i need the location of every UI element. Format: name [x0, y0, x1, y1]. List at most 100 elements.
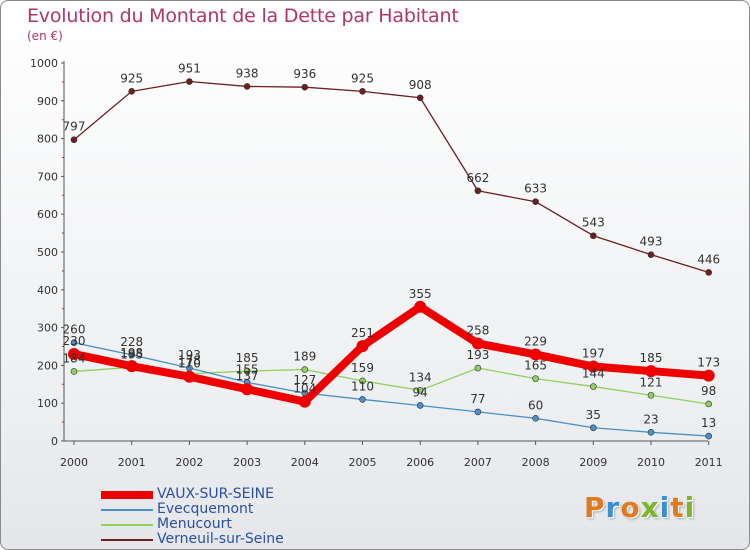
legend-swatch: [101, 523, 153, 526]
x-tick-label: 2003: [233, 456, 261, 469]
legend-item-evecquemont: Evecquemont: [101, 502, 253, 517]
data-point-menucourt: [474, 364, 482, 372]
data-point-verneuil-sur-seine: [647, 251, 655, 258]
legend-item-vaux-sur-seine: VAUX-SUR-SEINE: [101, 487, 274, 502]
data-label-evecquemont: 94: [413, 385, 428, 399]
data-point-verneuil-sur-seine: [128, 88, 135, 95]
data-label-menucourt: 189: [293, 350, 316, 364]
legend-label: Menucourt: [157, 516, 232, 532]
series-evecquemont: [70, 339, 713, 440]
data-point-menucourt: [589, 383, 597, 390]
data-label-evecquemont: 60: [528, 398, 543, 412]
data-label-vaux-sur-seine: 104: [293, 382, 316, 396]
data-point-evecquemont: [705, 432, 713, 440]
x-tick-label: 2008: [522, 456, 550, 469]
x-tick-label: 2006: [406, 456, 434, 469]
data-label-verneuil-sur-seine: 633: [524, 182, 547, 196]
legend-swatch: [101, 538, 153, 541]
data-label-menucourt: 144: [582, 367, 605, 381]
data-label-verneuil-sur-seine: 925: [120, 71, 143, 85]
x-tick-label: 2001: [118, 456, 146, 469]
data-label-evecquemont: 23: [643, 412, 658, 426]
data-label-vaux-sur-seine: 258: [466, 323, 489, 337]
y-tick-label: 300: [37, 322, 58, 335]
data-label-vaux-sur-seine: 230: [63, 334, 86, 348]
legend-swatch: [101, 490, 153, 499]
x-tick-label: 2004: [291, 456, 319, 469]
data-point-menucourt: [705, 400, 713, 408]
x-tick-label: 2007: [464, 456, 492, 469]
data-label-verneuil-sur-seine: 446: [697, 252, 720, 266]
data-label-verneuil-sur-seine: 493: [640, 235, 663, 249]
data-point-verneuil-sur-seine: [359, 88, 366, 95]
data-label-verneuil-sur-seine: 925: [351, 71, 374, 85]
data-point-verneuil-sur-seine: [70, 136, 78, 144]
data-point-verneuil-sur-seine: [532, 198, 539, 206]
chart-axes: 0 100 200 300 400 500 600 700 800 900 1000 2000 2001…: [30, 57, 723, 469]
data-point-menucourt: [70, 368, 78, 375]
data-label-verneuil-sur-seine: 951: [178, 62, 201, 76]
x-tick-label: 2005: [349, 456, 377, 469]
data-label-vaux-sur-seine: 185: [640, 351, 663, 365]
data-label-evecquemont: 155: [236, 362, 259, 376]
data-point-menucourt: [359, 377, 366, 385]
chart-title: Evolution du Montant de la Dette par Hab…: [27, 5, 459, 27]
data-point-menucourt: [301, 366, 309, 373]
data-point-vaux-sur-seine: [356, 340, 369, 353]
y-tick-label: 100: [37, 397, 58, 410]
data-label-evecquemont: 193: [178, 348, 201, 362]
data-label-verneuil-sur-seine: 662: [466, 171, 489, 185]
data-label-menucourt: 134: [409, 370, 432, 384]
data-label-vaux-sur-seine: 198: [120, 346, 143, 360]
x-tick-label: 2011: [695, 456, 723, 469]
series-line-vaux-sur-seine: [73, 302, 710, 406]
data-label-evecquemont: 77: [470, 392, 485, 406]
data-point-verneuil-sur-seine: [589, 232, 597, 240]
data-label-menucourt: 193: [466, 348, 489, 362]
data-point-vaux-sur-seine: [125, 360, 138, 373]
data-point-vaux-sur-seine: [414, 300, 427, 313]
legend-item-menucourt: Menucourt: [101, 517, 232, 532]
proxiti-logo: Proxiti: [584, 491, 696, 524]
data-point-vaux-sur-seine: [702, 369, 715, 382]
data-label-vaux-sur-seine: 173: [697, 356, 720, 370]
legend-item-verneuil-sur-seine: Verneuil-sur-Seine: [101, 532, 284, 547]
data-point-vaux-sur-seine: [587, 360, 600, 373]
data-label-verneuil-sur-seine: 938: [236, 66, 259, 80]
data-label-verneuil-sur-seine: 797: [63, 120, 86, 134]
data-label-vaux-sur-seine: 229: [524, 334, 547, 348]
data-point-vaux-sur-seine: [241, 383, 254, 396]
y-tick-label: 1000: [30, 57, 58, 70]
y-tick-label: 0: [51, 435, 58, 448]
y-tick-label: 200: [37, 359, 58, 372]
data-label-evecquemont: 110: [351, 379, 374, 393]
data-label-menucourt: 159: [351, 361, 374, 375]
data-point-menucourt: [416, 387, 424, 394]
series-verneuil-sur-seine: [70, 78, 713, 276]
data-point-verneuil-sur-seine: [301, 83, 309, 91]
data-label-menucourt: 185: [236, 351, 259, 365]
data-label-evecquemont: 127: [293, 373, 316, 387]
data-point-menucourt: [532, 375, 539, 382]
data-label-menucourt: 195: [120, 347, 143, 361]
data-point-verneuil-sur-seine: [705, 269, 713, 276]
data-label-evecquemont: 260: [63, 323, 86, 337]
chart-series: [68, 78, 715, 440]
data-point-vaux-sur-seine: [298, 395, 311, 408]
data-label-verneuil-sur-seine: 936: [293, 67, 316, 81]
y-tick-label: 500: [37, 246, 58, 259]
data-point-evecquemont: [416, 402, 424, 409]
data-point-vaux-sur-seine: [645, 365, 657, 378]
data-point-verneuil-sur-seine: [474, 187, 482, 195]
y-tick-label: 400: [37, 284, 58, 297]
chart-data-labels: 797 925 951 938 936 925 908 662 633 543 493 446 184 1…: [63, 62, 721, 431]
data-point-evecquemont: [532, 415, 539, 422]
data-point-evecquemont: [128, 351, 135, 359]
data-label-evecquemont: 13: [701, 416, 716, 430]
data-point-evecquemont: [589, 424, 597, 432]
data-label-verneuil-sur-seine: 543: [582, 216, 605, 230]
legend-label: Verneuil-sur-Seine: [157, 531, 284, 547]
x-tick-label: 2000: [60, 456, 88, 469]
data-label-evecquemont: 228: [120, 335, 143, 349]
